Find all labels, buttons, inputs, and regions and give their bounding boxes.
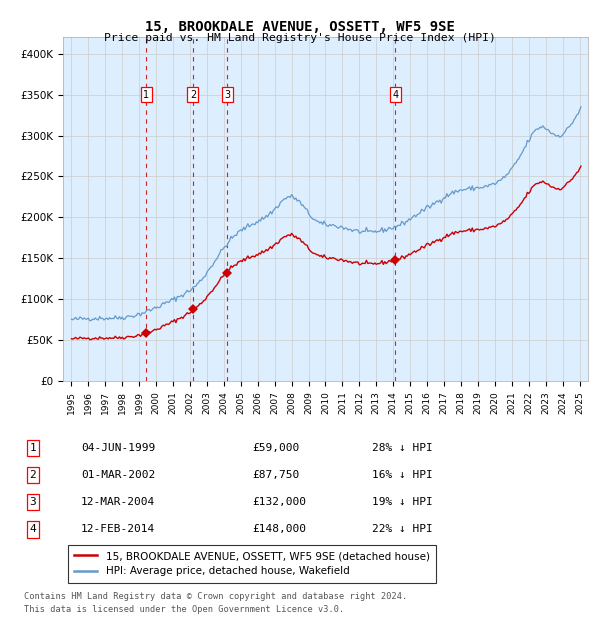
Text: 1: 1	[29, 443, 37, 453]
Text: 15, BROOKDALE AVENUE, OSSETT, WF5 9SE: 15, BROOKDALE AVENUE, OSSETT, WF5 9SE	[145, 20, 455, 35]
Text: £87,750: £87,750	[252, 470, 299, 480]
Text: 4: 4	[29, 525, 37, 534]
Text: 04-JUN-1999: 04-JUN-1999	[81, 443, 155, 453]
Legend: 15, BROOKDALE AVENUE, OSSETT, WF5 9SE (detached house), HPI: Average price, deta: 15, BROOKDALE AVENUE, OSSETT, WF5 9SE (d…	[68, 545, 436, 583]
Text: Price paid vs. HM Land Registry's House Price Index (HPI): Price paid vs. HM Land Registry's House …	[104, 33, 496, 43]
Text: 28% ↓ HPI: 28% ↓ HPI	[372, 443, 433, 453]
Text: 12-MAR-2004: 12-MAR-2004	[81, 497, 155, 507]
Text: 3: 3	[29, 497, 37, 507]
Text: 16% ↓ HPI: 16% ↓ HPI	[372, 470, 433, 480]
Text: 3: 3	[224, 89, 230, 100]
Text: £148,000: £148,000	[252, 525, 306, 534]
Text: 2: 2	[29, 470, 37, 480]
Text: 1: 1	[143, 89, 149, 100]
Text: 01-MAR-2002: 01-MAR-2002	[81, 470, 155, 480]
Text: 2: 2	[190, 89, 196, 100]
Text: £132,000: £132,000	[252, 497, 306, 507]
Text: 22% ↓ HPI: 22% ↓ HPI	[372, 525, 433, 534]
Text: 12-FEB-2014: 12-FEB-2014	[81, 525, 155, 534]
Text: 4: 4	[392, 89, 398, 100]
Text: This data is licensed under the Open Government Licence v3.0.: This data is licensed under the Open Gov…	[24, 604, 344, 614]
Text: 19% ↓ HPI: 19% ↓ HPI	[372, 497, 433, 507]
Text: £59,000: £59,000	[252, 443, 299, 453]
Text: Contains HM Land Registry data © Crown copyright and database right 2024.: Contains HM Land Registry data © Crown c…	[24, 592, 407, 601]
